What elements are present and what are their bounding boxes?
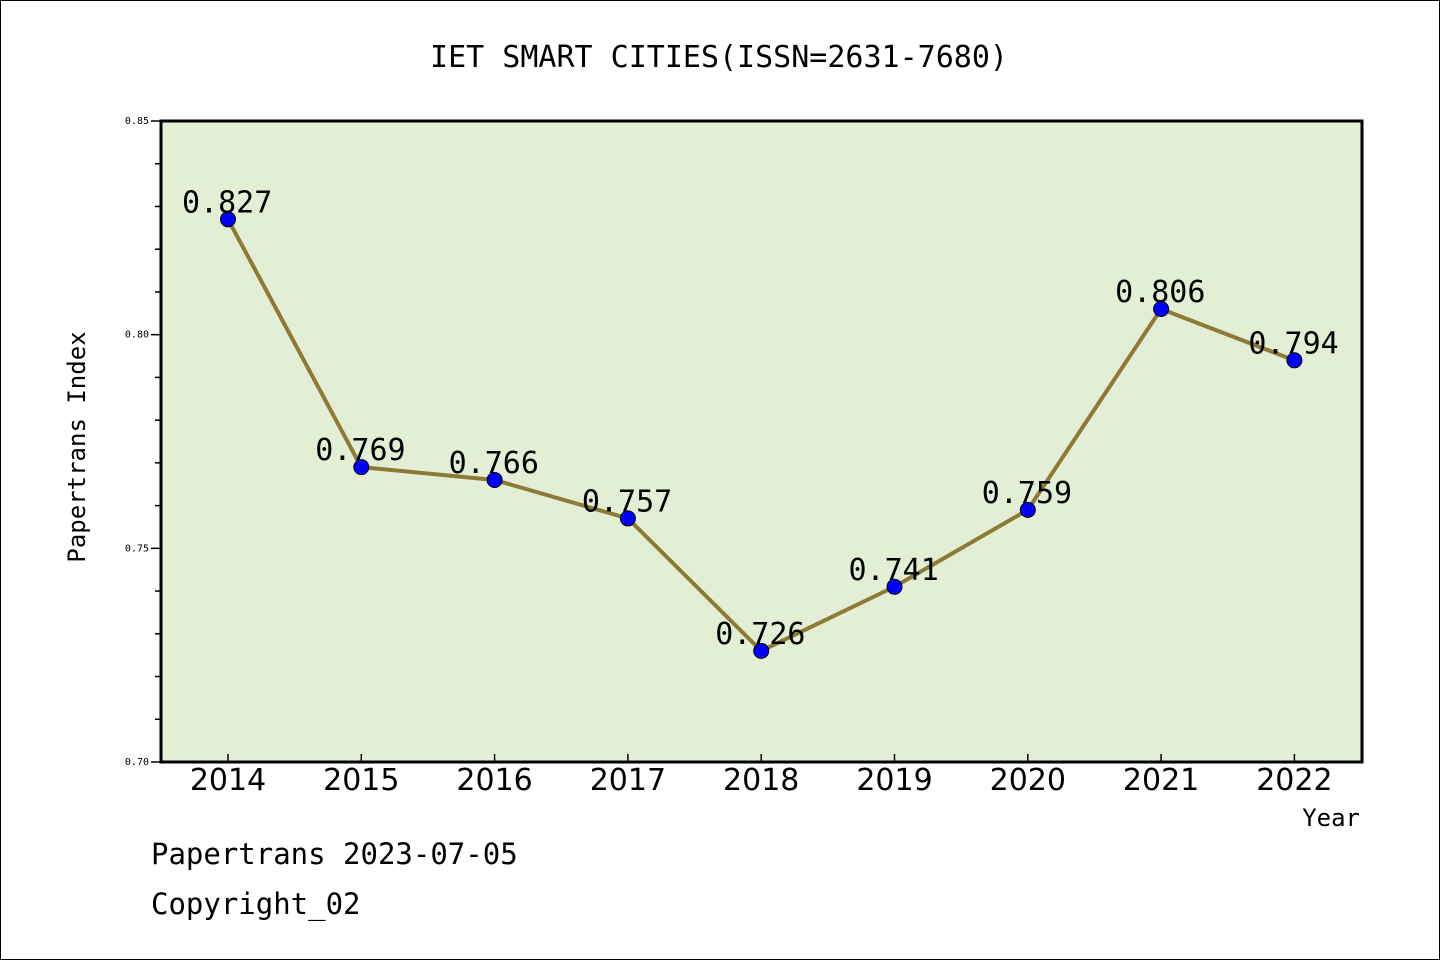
data-point: [220, 211, 236, 228]
footer-copyright: Copyright_02: [151, 887, 361, 921]
data-point: [886, 578, 903, 595]
data-label: 0.769: [315, 433, 405, 468]
data-labels: 0.827 0.769 0.766 0.757 0.726 0.741 0.759 0.806…: [182, 185, 1339, 652]
data-label: 0.741: [849, 553, 939, 588]
y-tick-label: 0.75: [125, 543, 149, 554]
plot-border: [159, 119, 1364, 764]
x-tick-label: 2015: [323, 763, 399, 798]
y-tick-label: 0.80: [125, 330, 149, 341]
y-tick-label: 0.70: [125, 757, 149, 768]
data-point: [619, 510, 636, 527]
data-label: 0.726: [715, 617, 805, 652]
data-label: 0.806: [1115, 275, 1205, 310]
data-point: [353, 459, 370, 476]
x-tick-label: 2016: [456, 763, 532, 798]
data-label: 0.827: [182, 185, 272, 220]
x-tick-label: 2017: [590, 763, 666, 798]
y-axis-ticks: 0.70 0.75 0.80 0.85: [125, 116, 161, 768]
data-label: 0.766: [449, 446, 539, 481]
data-point: [486, 471, 503, 488]
x-tick-label: 2018: [723, 763, 799, 798]
x-tick-label: 2022: [1256, 763, 1332, 798]
data-point: [1286, 352, 1303, 369]
data-point: [753, 642, 770, 659]
x-tick-label: 2021: [1123, 763, 1199, 798]
data-label: 0.757: [582, 484, 672, 519]
x-tick-label: 2014: [190, 763, 266, 798]
x-axis-ticks: 2014 2015 2016 2017 2018 2019 2020 2021 2022: [190, 754, 1333, 798]
y-axis-label: Papertrans Index: [63, 331, 91, 562]
data-markers: [220, 211, 1303, 659]
x-tick-label: 2020: [990, 763, 1066, 798]
x-axis-label: Year: [1302, 804, 1360, 832]
data-point: [1019, 501, 1036, 518]
chart-title: IET SMART CITIES(ISSN=2631-7680): [430, 40, 1008, 75]
footer-date: Papertrans 2023-07-05: [151, 837, 518, 871]
y-tick-label: 0.85: [125, 116, 149, 127]
data-label: 0.759: [982, 476, 1072, 511]
data-point: [1153, 301, 1170, 318]
data-label: 0.794: [1248, 326, 1338, 361]
x-tick-label: 2019: [856, 763, 932, 798]
